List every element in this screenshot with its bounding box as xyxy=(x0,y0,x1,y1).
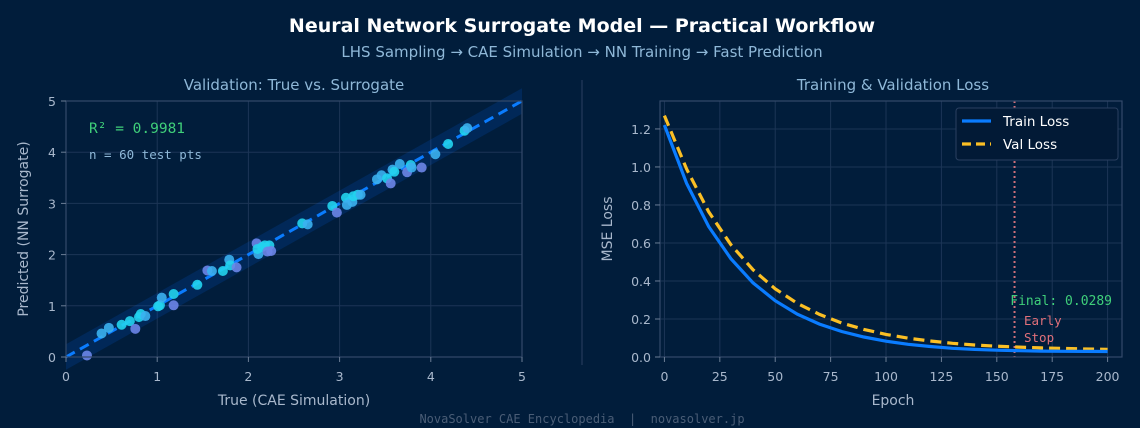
scatter-title: Validation: True vs. Surrogate xyxy=(184,76,405,94)
scatter-point xyxy=(154,300,165,311)
scatter-frame xyxy=(65,100,523,358)
x-tick-label: 4 xyxy=(427,369,435,384)
scatter-point xyxy=(217,265,228,276)
loss-xlabel: Epoch xyxy=(872,393,915,409)
final-loss-label: Final: 0.0289 xyxy=(1010,294,1112,309)
loss-ylabel: MSE Loss xyxy=(600,197,616,262)
y-tick-label: 0.8 xyxy=(631,198,651,213)
x-tick-label: 1 xyxy=(153,369,161,384)
early-stop-label-1: Early xyxy=(1024,313,1062,328)
x-tick-label: 2 xyxy=(244,369,252,384)
x-tick-label: 175 xyxy=(1040,369,1064,384)
scatter-points xyxy=(81,123,473,361)
val-loss-line xyxy=(662,114,1108,351)
scatter-xlabel: True (CAE Simulation) xyxy=(217,393,370,409)
x-tick-label: 75 xyxy=(823,369,839,384)
loss-panel: Training & Validation Loss 0 25 50 75 100 125… xyxy=(600,76,1123,409)
y-tick-label: 1 xyxy=(48,299,56,314)
scatter-point xyxy=(385,178,396,189)
scatter-point xyxy=(168,300,179,311)
scatter-point xyxy=(430,149,441,160)
scatter-point xyxy=(96,328,107,339)
scatter-point xyxy=(124,316,135,327)
y-tick-label: 0.4 xyxy=(631,274,651,289)
scatter-point xyxy=(192,279,203,290)
legend-box xyxy=(955,107,1119,161)
scatter-point xyxy=(406,162,417,173)
x-tick-label: 50 xyxy=(767,369,783,384)
scatter-point xyxy=(103,322,114,333)
scatter-point xyxy=(416,162,427,173)
scatter-point xyxy=(331,207,342,218)
legend: Train Loss Val Loss xyxy=(955,107,1119,161)
loss-frame xyxy=(659,100,1123,358)
y-tick-label: 4 xyxy=(48,145,56,160)
scatter-ticks: 0 1 2 3 4 5 0 1 2 3 4 5 xyxy=(48,94,526,384)
scatter-point xyxy=(355,189,366,200)
scatter-ylabel: Predicted (NN Surrogate) xyxy=(16,141,32,316)
scatter-point xyxy=(389,166,400,177)
scatter-point xyxy=(462,123,473,134)
x-tick-label: 100 xyxy=(874,369,898,384)
watermark: NovaSolver CAE Encyclopedia | novasolver… xyxy=(419,412,744,426)
x-tick-label: 3 xyxy=(336,369,344,384)
x-tick-label: 0 xyxy=(660,369,668,384)
x-tick-label: 5 xyxy=(518,369,526,384)
y-tick-label: 0 xyxy=(48,350,56,365)
y-tick-label: 3 xyxy=(48,196,56,211)
y-tick-label: 0.2 xyxy=(631,312,651,327)
n-annotation: n = 60 test pts xyxy=(89,147,202,162)
x-tick-label: 150 xyxy=(985,369,1009,384)
scatter-point xyxy=(140,311,151,322)
figure-subtitle: LHS Sampling → CAE Simulation → NN Train… xyxy=(341,43,822,61)
train-loss-line xyxy=(662,124,1108,354)
y-tick-label: 1.2 xyxy=(631,122,651,137)
x-tick-label: 0 xyxy=(62,369,70,384)
figure-title: Neural Network Surrogate Model — Practic… xyxy=(289,15,875,37)
scatter-panel: Validation: True vs. Surrogate 0 1 2 3 4 5 0 1 2… xyxy=(16,76,526,409)
loss-ticks: 0 25 50 75 100 125 150 175 200 0.0 0.2 0.4 0.6 0.8 1.0… xyxy=(631,122,1119,384)
scatter-point xyxy=(443,139,454,150)
scatter-point xyxy=(262,246,273,257)
scatter-point xyxy=(156,292,167,303)
scatter-point xyxy=(168,289,179,300)
r2-annotation: R² = 0.9981 xyxy=(89,121,185,137)
legend-train-label: Train Loss xyxy=(1002,114,1069,130)
scatter-point xyxy=(130,323,141,334)
scatter-point xyxy=(81,350,92,361)
y-tick-label: 2 xyxy=(48,248,56,263)
scatter-point xyxy=(231,262,242,273)
y-tick-label: 1.0 xyxy=(631,160,651,175)
y-tick-label: 5 xyxy=(48,94,56,109)
x-tick-label: 200 xyxy=(1096,369,1120,384)
scatter-point xyxy=(206,265,217,276)
x-tick-label: 25 xyxy=(712,369,728,384)
loss-title: Training & Validation Loss xyxy=(796,76,989,94)
y-tick-label: 0.0 xyxy=(631,350,651,365)
scatter-point xyxy=(394,158,405,169)
x-tick-label: 125 xyxy=(929,369,953,384)
scatter-point xyxy=(116,319,127,330)
legend-val-label: Val Loss xyxy=(1003,137,1057,153)
scatter-point xyxy=(302,219,313,230)
early-stop-label-2: Stop xyxy=(1024,330,1054,345)
y-tick-label: 0.6 xyxy=(631,236,651,251)
